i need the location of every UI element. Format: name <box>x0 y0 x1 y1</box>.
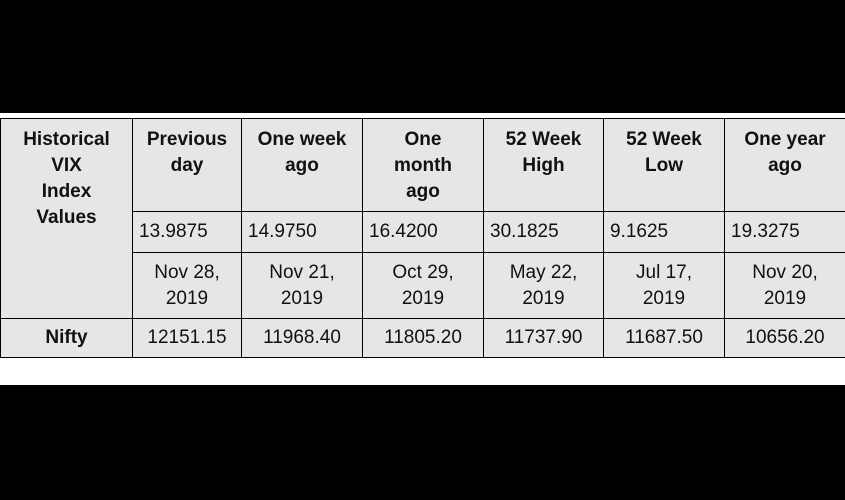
nifty-value: 11805.20 <box>362 318 484 358</box>
vix-value-row: 13.9875 14.9750 16.4200 30.1825 9.1625 19.327… <box>1 211 845 253</box>
column-header: 52 Week High <box>483 118 604 212</box>
vix-value: 9.1625 <box>603 211 725 253</box>
column-header: One month ago <box>362 118 484 212</box>
nifty-value: 12151.15 <box>132 318 242 358</box>
date: Nov 20, 2019 <box>724 252 845 319</box>
row-label: Nifty <box>0 318 133 358</box>
row-header: Historical VIX Index Values <box>0 118 133 319</box>
column-header: One year ago <box>724 118 845 212</box>
column-header: 52 Week Low <box>603 118 725 212</box>
nifty-value: 11687.50 <box>603 318 725 358</box>
vix-value: 16.4200 <box>362 211 484 253</box>
vix-table: Historical VIX Index Values Previous day O… <box>0 118 845 358</box>
nifty-value: 11968.40 <box>241 318 363 358</box>
date: Nov 28, 2019 <box>132 252 242 319</box>
date: Oct 29, 2019 <box>362 252 484 319</box>
vix-value: 13.9875 <box>132 211 242 253</box>
nifty-value: 11737.90 <box>483 318 604 358</box>
date: Nov 21, 2019 <box>241 252 363 319</box>
vix-value: 19.3275 <box>724 211 845 253</box>
date-row: Nov 28, 2019 Nov 21, 2019 Oct 29, 2019 May … <box>1 252 845 319</box>
nifty-value: 10656.20 <box>724 318 845 358</box>
header-row: Historical VIX Index Values Previous day O… <box>0 118 845 319</box>
nifty-row: Nifty 12151.15 11968.40 11805.20 11737.90 116… <box>0 318 845 358</box>
vix-value: 30.1825 <box>483 211 604 253</box>
date: May 22, 2019 <box>483 252 604 319</box>
vix-value: 14.9750 <box>241 211 363 253</box>
date: Jul 17, 2019 <box>603 252 725 319</box>
column-header: One week ago <box>241 118 363 212</box>
table-body: Historical VIX Index Values Previous day O… <box>0 118 845 358</box>
column-header: Previous day <box>132 118 242 212</box>
